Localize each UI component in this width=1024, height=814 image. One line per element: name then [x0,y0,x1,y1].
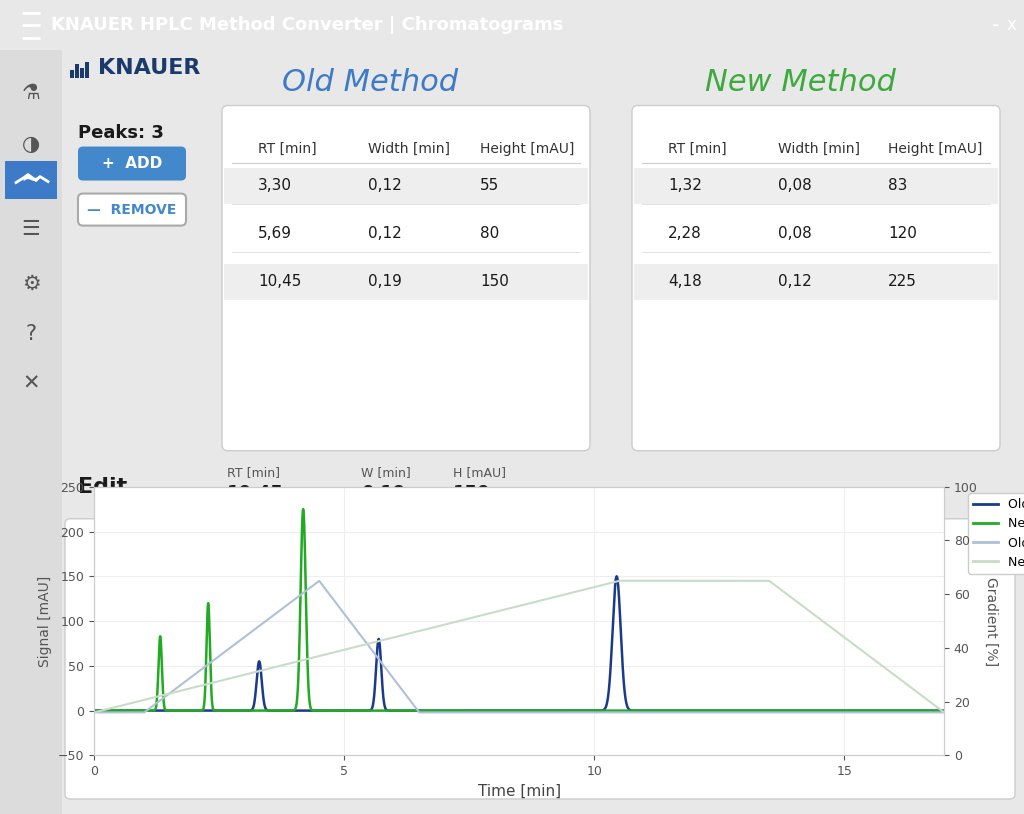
Text: 0,08: 0,08 [778,178,812,193]
Text: -: - [992,15,998,35]
Text: RT [min]: RT [min] [258,142,316,155]
Text: 80: 80 [480,226,500,241]
X-axis label: Time [min]: Time [min] [477,784,561,799]
Text: 0,08: 0,08 [778,226,812,241]
Text: KNAUER HPLC Method Converter | Chromatograms: KNAUER HPLC Method Converter | Chromatog… [51,16,563,34]
Text: 150: 150 [453,484,490,501]
Text: 10,45: 10,45 [227,484,284,501]
Text: 2,28: 2,28 [668,226,701,241]
Text: RT [min]: RT [min] [227,466,280,479]
Text: ⚙: ⚙ [22,274,40,294]
Text: 5,69: 5,69 [258,226,292,241]
Bar [0,50,62,814]
FancyBboxPatch shape [78,194,186,225]
Text: 0,12: 0,12 [778,274,812,289]
Text: Old Method: Old Method [282,68,458,97]
Bar [224,168,588,204]
Text: ~: ~ [20,168,41,191]
Text: x: x [1007,16,1017,34]
Y-axis label: Gradient [%]: Gradient [%] [984,576,998,666]
Bar [70,71,74,78]
Text: ?: ? [26,324,37,344]
Y-axis label: Signal [mAU]: Signal [mAU] [39,575,52,667]
Text: Height [mAU]: Height [mAU] [480,142,574,155]
Text: ✕: ✕ [23,374,40,394]
Text: KNAUER: KNAUER [98,59,201,78]
Text: 3,30: 3,30 [258,178,292,193]
Text: ◑: ◑ [22,133,40,154]
Text: 0,12: 0,12 [368,178,401,193]
Text: 0,12: 0,12 [368,226,401,241]
FancyBboxPatch shape [65,519,1015,799]
Bar [224,264,588,300]
FancyBboxPatch shape [632,106,1000,451]
Text: H [mAU]: H [mAU] [453,466,506,479]
Text: W [min]: W [min] [361,466,411,479]
Text: RT [min]: RT [min] [668,142,727,155]
Text: +  ADD: + ADD [101,156,162,171]
Bar [634,216,998,252]
Text: 150: 150 [480,274,509,289]
Text: 1,32: 1,32 [668,178,701,193]
Text: 0,19: 0,19 [368,274,401,289]
Text: 10,45: 10,45 [258,274,301,289]
Text: 0,19: 0,19 [361,484,406,501]
Text: ☰: ☰ [22,219,40,239]
Text: Peaks: 3: Peaks: 3 [78,124,164,142]
Bar [80,68,84,78]
Text: 55: 55 [480,178,500,193]
Text: 4,18: 4,18 [668,274,701,289]
FancyBboxPatch shape [78,147,186,181]
Bar [634,264,998,300]
Text: 83: 83 [888,178,907,193]
Text: ⚗: ⚗ [22,84,40,103]
Legend: Old Method, New Method, Old Gradient, New Gradient: Old Method, New Method, Old Gradient, Ne… [969,493,1024,574]
FancyBboxPatch shape [222,106,590,451]
Text: Width [min]: Width [min] [368,142,450,155]
Bar [75,64,79,78]
Text: 225: 225 [888,274,916,289]
Bar [224,216,588,252]
Text: New Method: New Method [705,68,895,97]
Text: —  REMOVE: — REMOVE [87,203,177,217]
Bar [85,63,89,78]
Text: 120: 120 [888,226,916,241]
Bar [634,168,998,204]
Text: Height [mAU]: Height [mAU] [888,142,982,155]
Text: Edit: Edit [78,477,127,497]
Text: Width [min]: Width [min] [778,142,860,155]
Bar [5,160,57,199]
